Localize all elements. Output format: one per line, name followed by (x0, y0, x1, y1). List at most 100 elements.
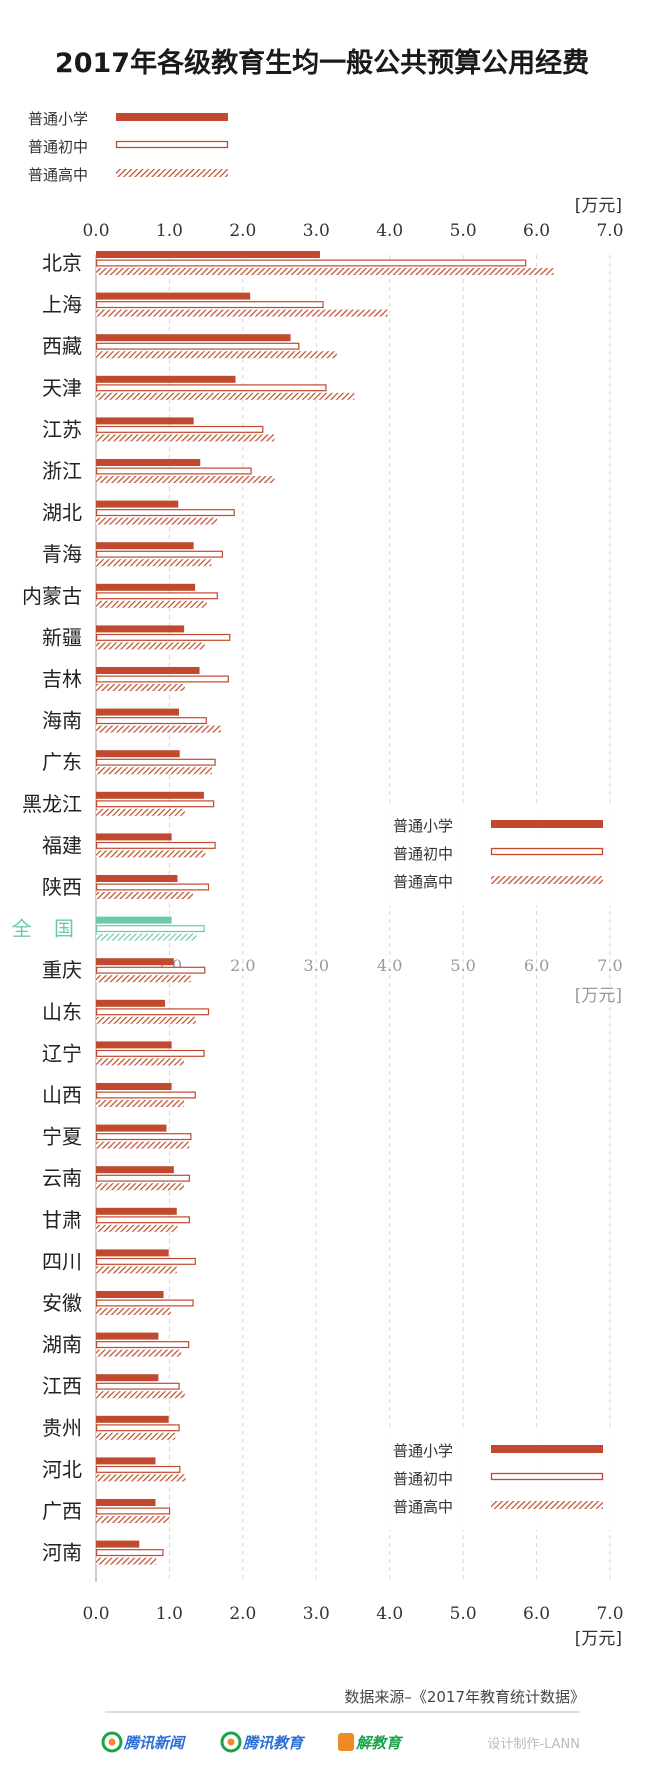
bar-senior-high (96, 268, 554, 275)
bar-junior-high (95, 1465, 181, 1473)
bar-junior-high (95, 425, 264, 433)
bar-junior-high (95, 800, 215, 808)
bar-junior-high (95, 966, 206, 974)
tick-label-middle: 6.0 (524, 956, 549, 975)
tick-label-top: 3.0 (303, 221, 330, 241)
legend-label: 普通高中 (393, 1498, 453, 1516)
bar-primary-school (96, 334, 291, 342)
category-label: 河南 (42, 1541, 82, 1565)
tick-label-top: 4.0 (376, 221, 403, 241)
tencent-news-logo: 腾讯新闻 (101, 1731, 187, 1753)
bar-junior-high (95, 550, 224, 558)
bar-primary-school (96, 417, 194, 425)
category-label: 黑龙江 (22, 792, 82, 816)
category-label: 贵州 (42, 1416, 82, 1440)
bar-junior-high (95, 1174, 190, 1182)
unit-label-middle: [万元] (575, 986, 622, 1006)
legend-swatch-outline (490, 1472, 604, 1481)
tick-label-top: 1.0 (156, 221, 183, 241)
category-label: 四川 (42, 1249, 82, 1273)
bar-primary-school (96, 708, 179, 716)
tencent-edu-logo-icon (220, 1731, 242, 1753)
legend-label: 普通高中 (28, 166, 88, 184)
bar-primary-school (96, 1374, 159, 1382)
bar-senior-high (96, 600, 207, 608)
jie-edu-logo-text: 解教育 (355, 1734, 404, 1752)
category-label: 广西 (42, 1499, 82, 1523)
bar-senior-high (96, 933, 197, 941)
bar-senior-high (96, 309, 388, 317)
legend-label: 普通初中 (393, 845, 453, 863)
bar-senior-high (96, 642, 205, 650)
tick-label-top: 7.0 (596, 221, 623, 241)
category-label: 甘肃 (42, 1208, 82, 1232)
category-label: 山东 (42, 1000, 82, 1024)
bar-primary-school (96, 667, 200, 674)
bar-senior-high (96, 808, 185, 816)
category-label: 山西 (42, 1083, 82, 1107)
bar-junior-high (95, 467, 252, 475)
bar-junior-high (95, 1507, 171, 1515)
bar-junior-high (95, 1382, 180, 1390)
legend-swatch-hatched (491, 1501, 603, 1509)
category-label: 北京 (42, 251, 82, 275)
bar-primary-school (96, 1041, 172, 1049)
bar-primary-school (96, 916, 172, 924)
tencent-news-logo-icon (101, 1731, 123, 1753)
bar-primary-school (96, 1540, 140, 1548)
category-label: 江西 (42, 1374, 82, 1398)
bar-junior-high (95, 1049, 205, 1057)
axes: 0.0 1.0 2.0 3.0 4.0 5.0 6.0 7.0 [万元] 1.0 2.0 3.0 4.0… (82, 196, 623, 1649)
bar-senior-high (96, 1224, 178, 1232)
bar-primary-school (96, 459, 201, 466)
bar-primary-school (96, 1499, 156, 1506)
bar-junior-high (95, 1008, 210, 1016)
bar-junior-high (95, 1424, 180, 1432)
tick-label-middle: 3.0 (304, 956, 329, 975)
category-label: 河北 (42, 1457, 82, 1481)
category-label: 全 国 (12, 917, 82, 941)
category-label: 上海 (42, 293, 82, 317)
legend-label: 普通小学 (393, 1442, 453, 1460)
category-label: 青海 (42, 542, 82, 566)
category-label: 湖北 (42, 501, 82, 525)
category-label: 内蒙古 (22, 584, 82, 608)
tick-label-bottom: 4.0 (376, 1604, 403, 1624)
tick-label-bottom: 6.0 (523, 1604, 550, 1624)
bar-junior-high (95, 675, 229, 683)
legend-swatch-outline (490, 847, 604, 856)
category-label: 海南 (42, 709, 82, 733)
bar-senior-high (96, 684, 185, 691)
bar-primary-school (96, 833, 172, 841)
category-label: 福建 (42, 833, 82, 857)
bar-senior-high (96, 517, 218, 525)
bar-senior-high (96, 1058, 185, 1066)
unit-label-bottom: [万元] (575, 1629, 622, 1649)
tick-label-middle: 2.0 (230, 956, 255, 975)
tick-label-top: 0.0 (82, 221, 109, 241)
jie-edu-logo: 解教育 (338, 1733, 404, 1752)
tencent-edu-logo-text: 腾讯教育 (242, 1734, 306, 1752)
tick-label-bottom: 0.0 (82, 1604, 109, 1624)
bar-primary-school (96, 1207, 177, 1215)
category-label: 浙江 (42, 459, 82, 483)
bar-primary-school (96, 1083, 172, 1090)
category-label: 安徽 (42, 1291, 82, 1315)
category-label: 广东 (42, 750, 82, 774)
bar-primary-school (96, 1415, 169, 1423)
bar-senior-high (96, 1141, 190, 1149)
legend-swatch-solid (116, 113, 228, 121)
footer: 数据来源–《2017年教育统计数据》 腾讯新闻 腾讯教育 解教育 设计制作-LA… (101, 1688, 585, 1753)
bar-primary-school (96, 1249, 169, 1257)
jie-edu-logo-icon (338, 1733, 354, 1751)
bar-primary-school (96, 583, 196, 591)
legend-swatch-hatched (491, 876, 603, 884)
bar-junior-high (95, 1133, 192, 1141)
chart-title: 2017年各级教育生均一般公共预算公用经费 (55, 47, 589, 79)
bar-senior-high (96, 1432, 176, 1440)
bar-senior-high (96, 975, 191, 983)
bar-senior-high (96, 1183, 185, 1191)
legend-swatch-outline (115, 140, 229, 149)
